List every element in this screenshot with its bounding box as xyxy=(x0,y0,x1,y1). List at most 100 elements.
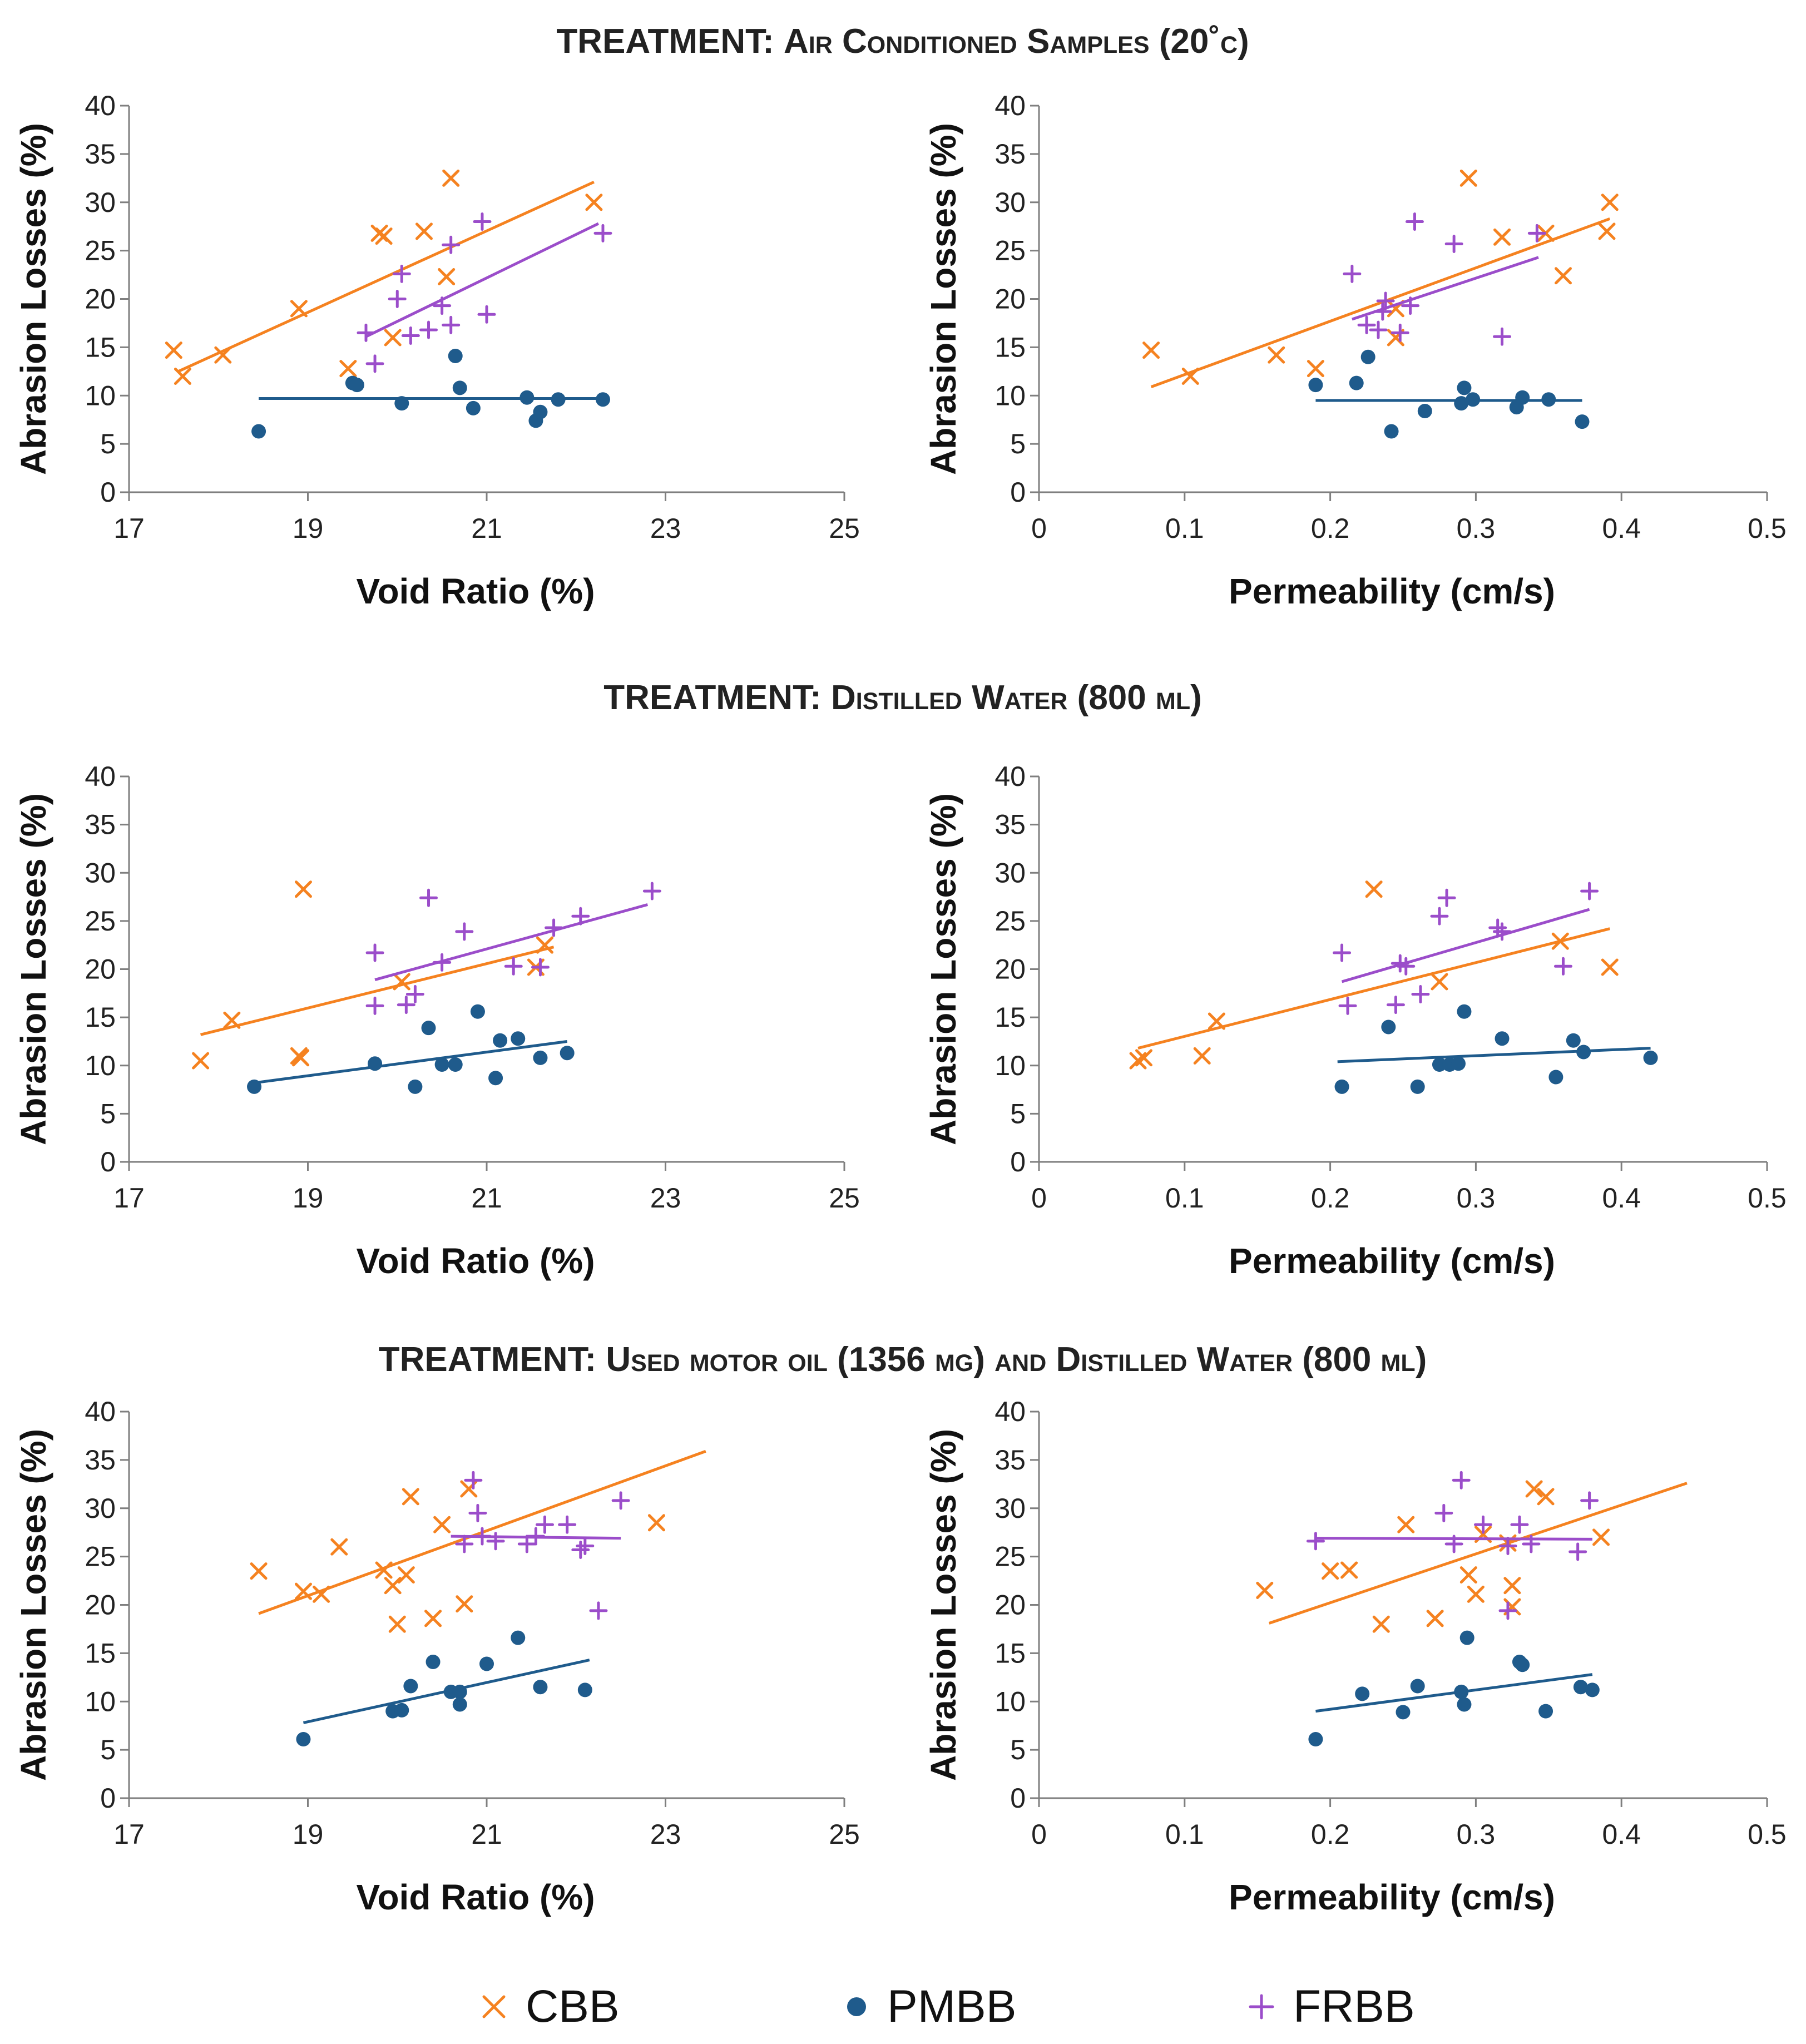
data-point-pmbb xyxy=(1575,414,1590,429)
data-point-cbb xyxy=(1268,346,1285,364)
data-point-frbb xyxy=(571,907,590,926)
data-point-pmbb xyxy=(488,1071,503,1086)
y-tick-label: 35 xyxy=(994,138,1026,170)
y-tick-label: 10 xyxy=(85,1686,116,1717)
data-point-cbb xyxy=(1256,1581,1274,1599)
trendline-cbb xyxy=(1150,217,1611,388)
data-point-pmbb xyxy=(533,1050,548,1065)
data-point-cbb xyxy=(292,1049,310,1067)
y-tick-label: 40 xyxy=(994,90,1026,121)
data-point-frbb xyxy=(473,1527,492,1546)
y-tick-label: 0 xyxy=(100,1783,116,1814)
y-tick-label: 10 xyxy=(994,1686,1026,1717)
x-tick-label: 19 xyxy=(293,513,324,544)
data-point-frbb xyxy=(1452,1471,1471,1489)
data-point-cbb xyxy=(1208,1012,1225,1030)
y-tick-label: 15 xyxy=(85,1002,116,1033)
data-point-cbb xyxy=(1340,1561,1358,1579)
data-point-cbb xyxy=(388,1615,406,1633)
data-point-frbb xyxy=(535,1515,554,1534)
x-tick-label: 0.3 xyxy=(1457,1182,1496,1214)
x-tick-label: 17 xyxy=(113,513,145,544)
data-point-frbb xyxy=(1333,943,1352,962)
x-tick-label: 0.2 xyxy=(1311,513,1350,544)
scatter-panel-3: 0 5 10 15 20 25 30 35 40 17 19 21 23 25 Void Ratio (%)… xyxy=(13,761,860,1281)
data-point-pmbb xyxy=(1457,380,1472,395)
x-tick-label: 0.1 xyxy=(1165,513,1204,544)
data-point-cbb xyxy=(290,300,308,318)
y-tick-label: 5 xyxy=(100,1098,116,1129)
y-tick-label: 35 xyxy=(994,809,1026,840)
data-point-pmbb xyxy=(1495,1031,1510,1046)
data-point-cbb xyxy=(402,1488,419,1506)
panels: 0 5 10 15 20 25 30 35 40 17 19 21 23 25 Void Ratio (%)… xyxy=(13,90,1787,1917)
data-point-frbb xyxy=(442,315,461,334)
data-point-frbb xyxy=(558,1515,577,1534)
data-point-cbb xyxy=(330,1538,348,1556)
data-point-cbb xyxy=(1372,1615,1390,1633)
data-point-pmbb xyxy=(560,1046,575,1061)
data-point-pmbb xyxy=(408,1079,423,1094)
y-tick-label: 20 xyxy=(85,284,116,315)
y-tick-label: 25 xyxy=(994,1541,1026,1572)
scatter-panel-2: 0 5 10 15 20 25 30 35 40 0 0.1 0.2 0.3 0.4 0.5 Permeabi… xyxy=(923,90,1787,611)
data-point-frbb xyxy=(1580,882,1599,900)
x-tick-label: 0.5 xyxy=(1748,513,1787,544)
legend-label-cbb: CBB xyxy=(526,1981,620,2032)
x-tick-label: 21 xyxy=(471,1819,502,1850)
data-point-cbb xyxy=(438,268,456,286)
data-point-pmbb xyxy=(368,1056,383,1071)
data-point-cbb xyxy=(384,329,402,347)
data-point-pmbb xyxy=(1454,1684,1469,1699)
legend-marker-cbb xyxy=(482,1995,506,2018)
data-point-cbb xyxy=(1322,1562,1339,1580)
data-point-frbb xyxy=(1473,1515,1492,1534)
y-tick-label: 15 xyxy=(85,1637,116,1669)
treatment-title-2: TREATMENT: Distilled Water (800 ml) xyxy=(603,679,1201,717)
data-point-cbb xyxy=(1365,880,1383,898)
data-point-frbb xyxy=(576,1537,595,1556)
data-point-pmbb xyxy=(1566,1033,1581,1048)
data-point-frbb xyxy=(1397,957,1416,976)
data-point-cbb xyxy=(1142,342,1160,359)
data-point-frbb xyxy=(1434,1503,1453,1522)
series-cbb xyxy=(1129,880,1619,1070)
y-tick-label: 25 xyxy=(994,905,1026,937)
data-point-frbb xyxy=(1522,1535,1541,1553)
data-point-pmbb xyxy=(1548,1070,1563,1085)
data-point-pmbb xyxy=(394,396,409,411)
legend-label-frbb: FRBB xyxy=(1293,1981,1415,2032)
scatter-panel-4: 0 5 10 15 20 25 30 35 40 0 0.1 0.2 0.3 0.4 0.5 Permeabi… xyxy=(923,761,1787,1281)
data-point-pmbb xyxy=(1585,1682,1600,1697)
data-point-pmbb xyxy=(1349,375,1364,390)
y-tick-label: 25 xyxy=(994,235,1026,266)
data-point-frbb xyxy=(365,354,384,373)
y-tick-label: 10 xyxy=(994,380,1026,411)
data-point-pmbb xyxy=(448,349,463,364)
data-point-pmbb xyxy=(1451,1056,1466,1071)
data-point-pmbb xyxy=(247,1079,262,1094)
x-tick-label: 0.5 xyxy=(1748,1819,1787,1850)
y-tick-label: 25 xyxy=(85,235,116,266)
data-point-frbb xyxy=(1405,212,1424,231)
data-point-pmbb xyxy=(1396,1705,1411,1720)
trendline-pmbb xyxy=(1337,1047,1651,1063)
data-point-cbb xyxy=(1598,222,1616,240)
data-point-pmbb xyxy=(403,1679,418,1694)
data-point-frbb xyxy=(611,1491,630,1510)
x-tick-label: 25 xyxy=(829,513,860,544)
x-tick-label: 23 xyxy=(650,1182,681,1214)
data-point-pmbb xyxy=(511,1031,526,1046)
data-point-frbb xyxy=(1493,922,1512,941)
data-point-frbb xyxy=(1580,1491,1599,1510)
data-point-pmbb xyxy=(533,1680,548,1695)
y-tick-label: 20 xyxy=(994,1590,1026,1621)
data-point-cbb xyxy=(424,1610,442,1627)
data-point-cbb xyxy=(375,1561,393,1579)
data-point-cbb xyxy=(250,1562,268,1580)
x-axis-label: Void Ratio (%) xyxy=(357,571,595,611)
data-point-frbb xyxy=(433,953,452,972)
x-tick-label: 17 xyxy=(113,1819,145,1850)
data-point-pmbb xyxy=(1643,1050,1658,1065)
x-tick-label: 23 xyxy=(650,1819,681,1850)
